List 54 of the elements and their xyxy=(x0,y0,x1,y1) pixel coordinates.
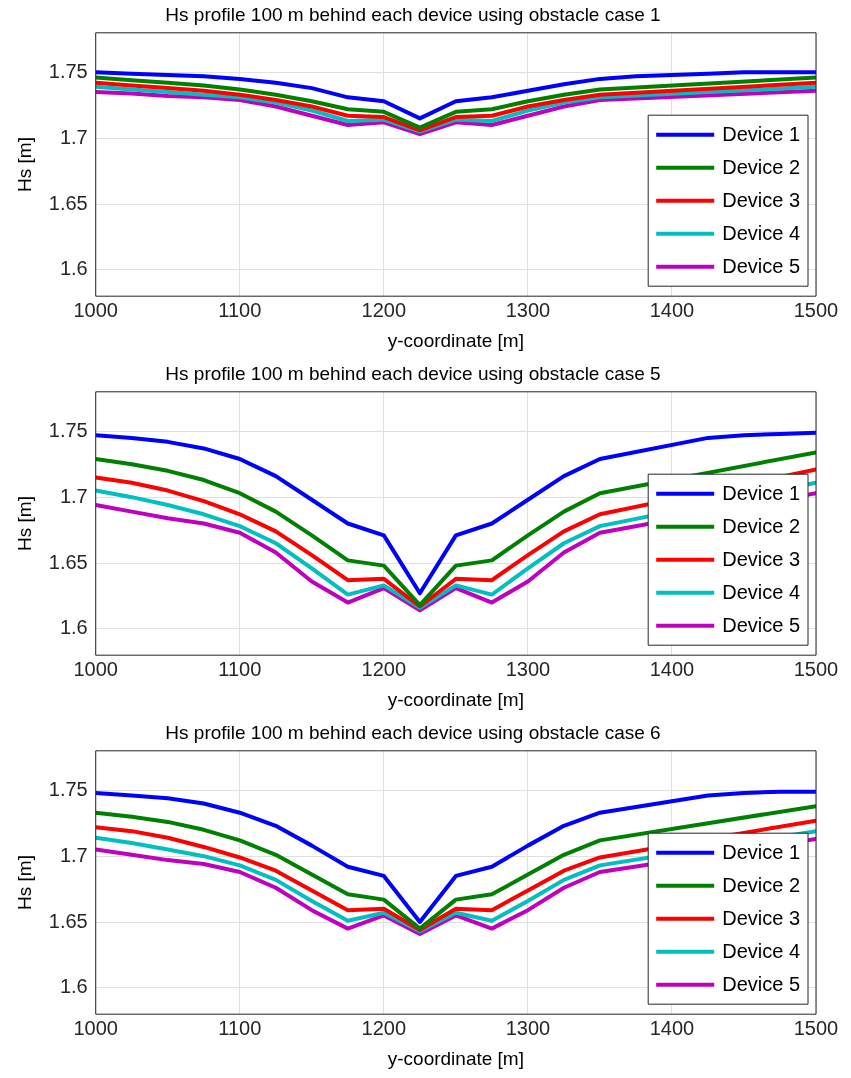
legend-label: Device 4 xyxy=(722,940,800,963)
x-tick-label: 1100 xyxy=(218,1016,262,1039)
x-tick-label: 1400 xyxy=(649,298,695,321)
legend-label: Device 4 xyxy=(722,222,800,245)
y-tick-label: 1.65 xyxy=(48,909,88,932)
y-tick-label: 1.65 xyxy=(48,550,88,573)
legend-label: Device 3 xyxy=(722,548,800,571)
legend-label: Device 3 xyxy=(722,907,800,930)
y-tick-label: 1.7 xyxy=(59,843,88,866)
legend-label: Device 1 xyxy=(722,841,800,864)
x-tick-label: 1500 xyxy=(793,298,839,321)
legend-label: Device 1 xyxy=(722,482,800,505)
y-tick-label: 1.6 xyxy=(59,975,88,998)
legend-label: Device 3 xyxy=(722,189,800,212)
x-tick-label: 1200 xyxy=(361,1016,407,1039)
x-tick-label: 1200 xyxy=(361,657,407,680)
y-axis-title: Hs [m] xyxy=(13,496,35,551)
x-tick-label: 1500 xyxy=(793,657,839,680)
y-tick-label: 1.75 xyxy=(48,59,88,82)
y-tick-label: 1.7 xyxy=(59,484,88,507)
x-axis-title: y-coordinate [m] xyxy=(387,1047,524,1069)
x-tick-label: 1300 xyxy=(505,298,551,321)
x-tick-label: 1400 xyxy=(649,1016,695,1039)
legend-label: Device 1 xyxy=(722,123,800,146)
y-axis-title: Hs [m] xyxy=(13,855,35,910)
chart-title: Hs profile 100 m behind each device using obstacle case 5 xyxy=(165,362,661,384)
y-tick-label: 1.7 xyxy=(59,125,88,148)
x-axis-title: y-coordinate [m] xyxy=(387,329,524,351)
x-tick-label: 1000 xyxy=(73,1016,118,1039)
y-tick-label: 1.6 xyxy=(59,616,88,639)
y-tick-label: 1.75 xyxy=(48,418,88,441)
legend-label: Device 2 xyxy=(722,156,800,179)
x-tick-label: 1100 xyxy=(218,657,262,680)
y-tick-label: 1.75 xyxy=(48,777,88,800)
chart-title: Hs profile 100 m behind each device using obstacle case 6 xyxy=(165,721,661,743)
chart-title: Hs profile 100 m behind each device using obstacle case 1 xyxy=(165,3,661,25)
y-tick-label: 1.65 xyxy=(48,191,88,214)
x-tick-label: 1000 xyxy=(73,657,118,680)
x-tick-label: 1000 xyxy=(73,298,118,321)
x-tick-label: 1100 xyxy=(218,298,262,321)
x-tick-label: 1400 xyxy=(649,657,695,680)
legend-label: Device 5 xyxy=(722,255,800,278)
legend-label: Device 5 xyxy=(722,614,800,637)
x-tick-label: 1200 xyxy=(361,298,407,321)
x-axis-title: y-coordinate [m] xyxy=(387,688,524,710)
legend-label: Device 2 xyxy=(722,874,800,897)
y-tick-label: 1.6 xyxy=(59,257,88,280)
x-tick-label: 1500 xyxy=(793,1016,839,1039)
x-tick-label: 1300 xyxy=(505,657,551,680)
legend-label: Device 5 xyxy=(722,973,800,996)
y-axis-title: Hs [m] xyxy=(13,137,35,192)
x-tick-label: 1300 xyxy=(505,1016,551,1039)
legend-label: Device 2 xyxy=(722,515,800,538)
legend-label: Device 4 xyxy=(722,581,800,604)
